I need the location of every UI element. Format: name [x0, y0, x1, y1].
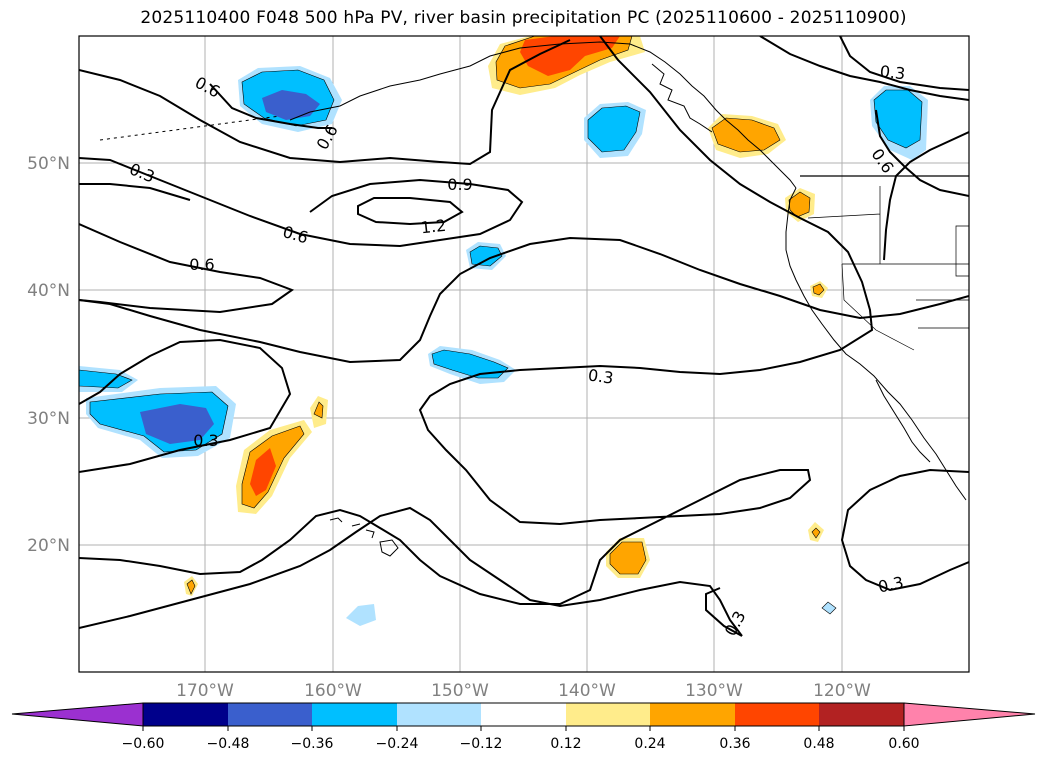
colorbar-tick-label: 0.60: [888, 736, 919, 752]
colorbar-segment: [228, 703, 312, 726]
pv-contour: [79, 36, 874, 605]
pv-contour: [79, 157, 524, 248]
colorbar-ticks: [142, 726, 905, 731]
hawaii-islands: [329, 517, 399, 557]
pv-contour: [79, 183, 191, 201]
lat-label: 30°N: [27, 409, 70, 429]
colorbar-tick-label: 0.12: [550, 736, 581, 752]
colorbar-tick-label: −0.48: [207, 736, 250, 752]
colorbar-tick-label: 0.24: [634, 736, 665, 752]
pv-contour: [839, 36, 969, 91]
precip-anomaly-positive: [609, 541, 647, 575]
precip-anomaly-negative: [140, 404, 214, 444]
precip-anomaly-negative: [873, 89, 923, 149]
pv-contour: [759, 36, 969, 101]
colorbar-min-extension: [11, 702, 144, 727]
pv-contour: [357, 197, 464, 226]
colorbar-tick-label: −0.36: [291, 736, 334, 752]
colorbar-segment: [397, 703, 481, 726]
colorbar: −0.60 −0.48 −0.36 −0.24 −0.12 0.12 0.24 …: [11, 702, 1036, 752]
pv-contour: [209, 83, 332, 129]
contour-label: 0.9: [447, 175, 472, 194]
precip-anomaly-negative: [346, 604, 376, 626]
precip-anomaly-negative: [79, 369, 133, 389]
colorbar-frame: [142, 702, 905, 727]
precip-anomaly-positive: [812, 283, 825, 296]
lon-labels: 170°W 160°W 150°W 140°W 130°W 120°W: [176, 681, 871, 701]
pv-contour: [79, 223, 295, 314]
colorbar-segment: [312, 703, 397, 726]
map-frame: [78, 35, 970, 673]
precip-anomaly-negative: [821, 601, 837, 615]
contour-label: 0.3: [193, 431, 218, 450]
coastlines: [99, 41, 969, 557]
lat-label: 20°N: [27, 536, 70, 556]
precip-anomaly-negative: [469, 245, 503, 267]
colorbar-tick-label: −0.24: [376, 736, 419, 752]
pv-contour: [883, 131, 969, 261]
contour-label: 0.3: [876, 573, 905, 597]
precip-anomaly-positive: [313, 401, 324, 419]
precip-anomaly-negative: [431, 349, 509, 379]
colorbar-segment: [819, 703, 904, 726]
lon-label: 120°W: [813, 681, 871, 701]
us-west-coast: [785, 187, 967, 501]
colorbar-segment: [566, 703, 650, 726]
precip-anomaly-positive: [711, 117, 781, 153]
precip-anomaly-positive: [788, 191, 811, 218]
pv-contour: [79, 236, 969, 364]
bc-islands: [651, 63, 713, 133]
pv-contour: [875, 109, 969, 197]
map-background: [79, 36, 969, 672]
lon-label: 130°W: [685, 681, 743, 701]
lon-label: 150°W: [431, 681, 489, 701]
colorbar-tick-label: 0.36: [719, 736, 750, 752]
lat-labels: 50°N 40°N 30°N 20°N: [27, 154, 70, 556]
colorbar-segment: [481, 703, 566, 726]
lon-label: 160°W: [304, 681, 362, 701]
colorbar-tick-label: −0.60: [122, 736, 165, 752]
baja-peninsula: [875, 379, 931, 463]
contour-label: 1.2: [420, 216, 447, 238]
lat-label: 40°N: [27, 281, 70, 301]
pv-contour: [79, 39, 571, 166]
pv-contour: [705, 587, 743, 637]
colorbar-segment: [735, 703, 819, 726]
aleutian-islands: [99, 115, 281, 141]
pv-contour: [79, 338, 292, 473]
pv-contour: [79, 506, 743, 637]
colorbar-tick-label: −0.12: [460, 736, 503, 752]
state-borders: [807, 186, 969, 351]
contour-label: 0.3: [587, 365, 615, 387]
map-title: 2025110400 F048 500 hPa PV, river basin …: [140, 8, 907, 28]
lon-label: 170°W: [176, 681, 234, 701]
precip-shading: [79, 36, 928, 626]
precip-anomaly-negative: [262, 90, 320, 120]
contour-label: 0.6: [189, 255, 214, 274]
alaska-coast: [289, 41, 797, 189]
pv-contours: [79, 36, 969, 637]
lat-label: 50°N: [27, 154, 70, 174]
colorbar-segment: [650, 703, 735, 726]
colorbar-max-extension: [903, 702, 1036, 727]
precip-anomaly-positive: [250, 448, 276, 496]
precip-anomaly-negative: [587, 105, 641, 153]
precip-anomaly-positive: [186, 579, 196, 595]
colorbar-segment: [143, 703, 228, 726]
pv-contour: [840, 468, 969, 592]
precip-anomaly-positive: [811, 527, 821, 539]
colorbar-tick-label: 0.48: [803, 736, 834, 752]
contour-label: 0.3: [879, 62, 906, 84]
lon-label: 140°W: [558, 681, 616, 701]
